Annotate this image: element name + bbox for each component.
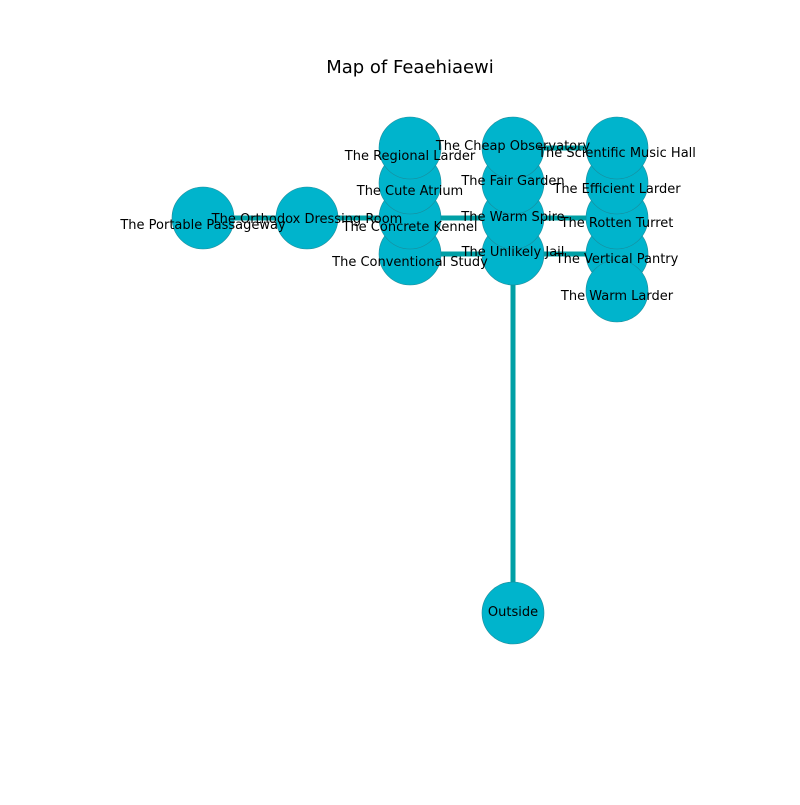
node-regional-larder bbox=[378, 116, 442, 180]
node-label-concrete-kennel: The Concrete Kennel bbox=[342, 220, 478, 235]
node-label-conventional-study: The Conventional Study bbox=[331, 255, 488, 270]
node-label-cheap-observatory: The Cheap Observatory bbox=[435, 139, 591, 154]
node-label-outside: Outside bbox=[488, 605, 538, 620]
node-label-regional-larder: The Regional Larder bbox=[344, 149, 476, 164]
node-label-fair-garden: The Fair Garden bbox=[460, 174, 564, 189]
node-cheap-observatory bbox=[481, 116, 545, 180]
node-scientific-music-hall bbox=[585, 116, 649, 180]
node-orthodox-dressing-room bbox=[275, 186, 339, 250]
node-label-portable-passageway: The Portable Passageway bbox=[119, 218, 286, 233]
node-label-vertical-pantry: The Vertical Pantry bbox=[555, 252, 679, 267]
node-outside bbox=[481, 581, 545, 645]
node-portable-passageway bbox=[171, 186, 235, 250]
node-label-scientific-music-hall: The Scientific Music Hall bbox=[537, 146, 696, 161]
node-layer bbox=[171, 116, 649, 645]
node-label-rotten-turret: The Rotten Turret bbox=[560, 216, 674, 231]
node-label-cute-atrium: The Cute Atrium bbox=[356, 184, 463, 199]
map-title: Map of Feaehiaewi bbox=[326, 57, 494, 78]
node-label-warm-larder: The Warm Larder bbox=[560, 289, 674, 304]
node-label-efficient-larder: The Efficient Larder bbox=[552, 182, 681, 197]
node-label-warm-spire: The Warm Spire bbox=[460, 210, 564, 225]
node-warm-larder bbox=[585, 259, 649, 323]
node-label-orthodox-dressing-room: The Orthodox Dressing Room bbox=[211, 212, 403, 227]
node-label-unlikely-jail: The Unlikely Jail bbox=[461, 245, 565, 260]
